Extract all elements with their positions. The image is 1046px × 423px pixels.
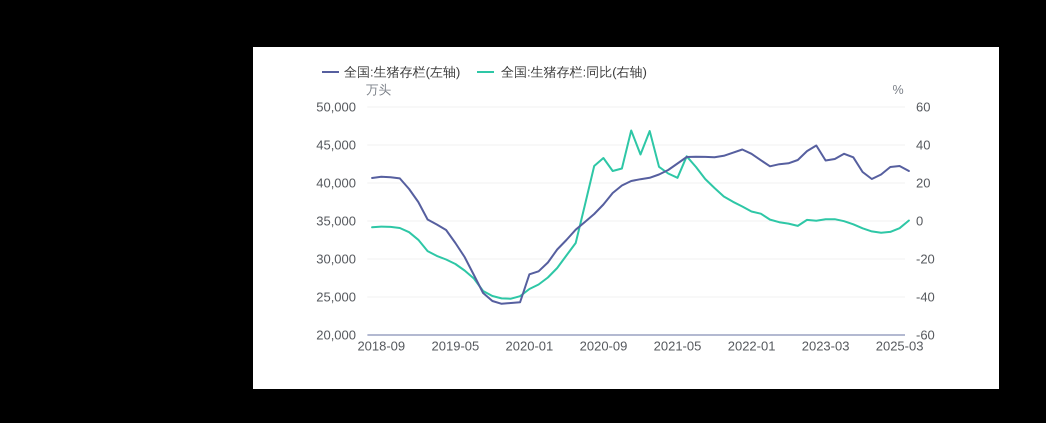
svg-text:-20: -20 bbox=[916, 252, 935, 267]
svg-text:35,000: 35,000 bbox=[316, 214, 356, 229]
svg-text:40,000: 40,000 bbox=[316, 176, 356, 191]
svg-text:2018-09: 2018-09 bbox=[357, 339, 405, 354]
svg-text:20: 20 bbox=[916, 176, 930, 191]
svg-text:0: 0 bbox=[916, 214, 923, 229]
svg-text:50,000: 50,000 bbox=[316, 100, 356, 115]
svg-text:2020-01: 2020-01 bbox=[506, 339, 554, 354]
svg-text:-40: -40 bbox=[916, 290, 935, 305]
svg-text:2022-01: 2022-01 bbox=[728, 339, 776, 354]
svg-text:2019-05: 2019-05 bbox=[432, 339, 480, 354]
svg-text:2020-09: 2020-09 bbox=[580, 339, 628, 354]
svg-text:25,000: 25,000 bbox=[316, 290, 356, 305]
svg-text:20,000: 20,000 bbox=[316, 328, 356, 343]
svg-text:-60: -60 bbox=[916, 328, 935, 343]
svg-text:2023-03: 2023-03 bbox=[802, 339, 850, 354]
svg-text:2025-03: 2025-03 bbox=[876, 339, 924, 354]
svg-text:45,000: 45,000 bbox=[316, 138, 356, 153]
svg-text:40: 40 bbox=[916, 138, 930, 153]
svg-text:60: 60 bbox=[916, 100, 930, 115]
svg-text:30,000: 30,000 bbox=[316, 252, 356, 267]
svg-text:%: % bbox=[892, 83, 903, 97]
svg-text:2021-05: 2021-05 bbox=[654, 339, 702, 354]
